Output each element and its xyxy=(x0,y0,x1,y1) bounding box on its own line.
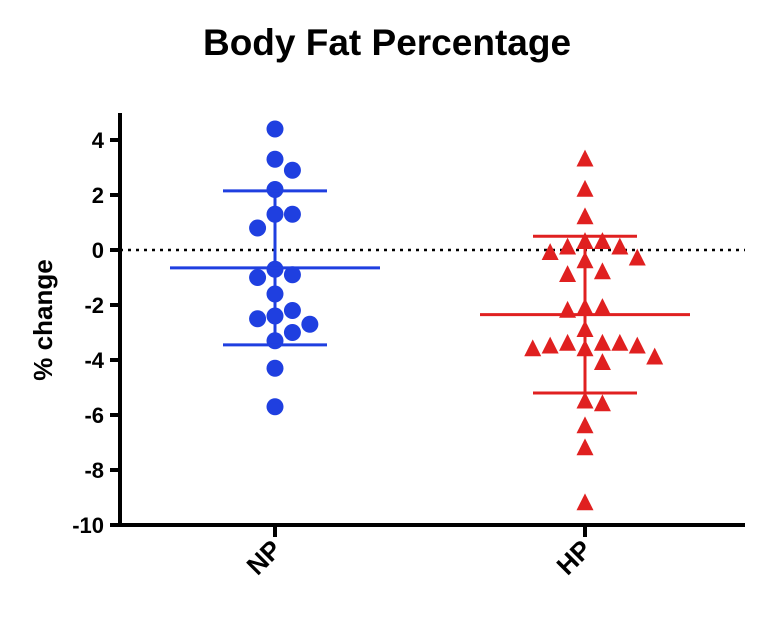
np-data-point xyxy=(283,205,301,223)
np-data-point xyxy=(249,219,267,237)
np-data-point xyxy=(283,266,301,284)
np-data-point xyxy=(266,398,284,416)
hp-data-point xyxy=(524,339,542,357)
np-data-point xyxy=(283,324,301,341)
summary-bars xyxy=(170,189,690,395)
hp-data-point xyxy=(628,248,646,266)
hp-data-point xyxy=(541,243,559,260)
y-tick-label: -6 xyxy=(84,403,104,428)
y-tick-label: -2 xyxy=(84,293,104,318)
axes: 4 2 0 -2 -4 -6 -8 -10 NP HP xyxy=(72,113,745,581)
hp-data-point xyxy=(576,149,594,167)
hp-data-point xyxy=(646,347,664,365)
hp-data-point xyxy=(576,438,594,456)
hp-data-point xyxy=(576,391,594,409)
hp-data-point xyxy=(611,237,629,255)
np-data-point xyxy=(283,161,301,179)
chart-title: Body Fat Percentage xyxy=(202,22,572,63)
np-data-point xyxy=(266,120,284,138)
hp-data-point xyxy=(611,333,629,351)
hp-data-point xyxy=(576,493,594,511)
y-axis-title: % change xyxy=(28,259,58,380)
hp-data-point xyxy=(593,394,611,412)
np-data-point xyxy=(266,150,284,168)
hp-data-point xyxy=(593,353,611,370)
hp-data-point xyxy=(559,265,577,282)
x-tick-label: HP xyxy=(550,534,597,581)
y-tick-label: 0 xyxy=(92,238,104,263)
hp-data-point xyxy=(559,237,577,255)
y-tick-label: -10 xyxy=(72,513,104,538)
y-tick-label: -4 xyxy=(84,348,104,373)
y-tick-label: 4 xyxy=(92,128,105,153)
np-data-point xyxy=(249,310,267,328)
hp-data-point xyxy=(559,333,577,351)
np-data-point xyxy=(266,359,284,377)
hp-data-point xyxy=(541,336,559,354)
np-data-point xyxy=(301,315,319,333)
hp-data-point xyxy=(593,232,611,249)
hp-data-point xyxy=(576,416,594,434)
y-tick-label: -8 xyxy=(84,458,104,483)
np-data-point xyxy=(249,269,267,286)
x-tick-label: NP xyxy=(240,534,287,581)
hp-data-point xyxy=(628,336,646,354)
hp-data-point xyxy=(576,179,594,197)
hp-data-point xyxy=(593,333,611,351)
hp-data-point xyxy=(593,298,611,315)
hp-data-point xyxy=(593,262,611,280)
np-data-point xyxy=(283,302,301,319)
hp-data-point xyxy=(576,207,594,225)
y-tick-label: 2 xyxy=(92,183,104,208)
